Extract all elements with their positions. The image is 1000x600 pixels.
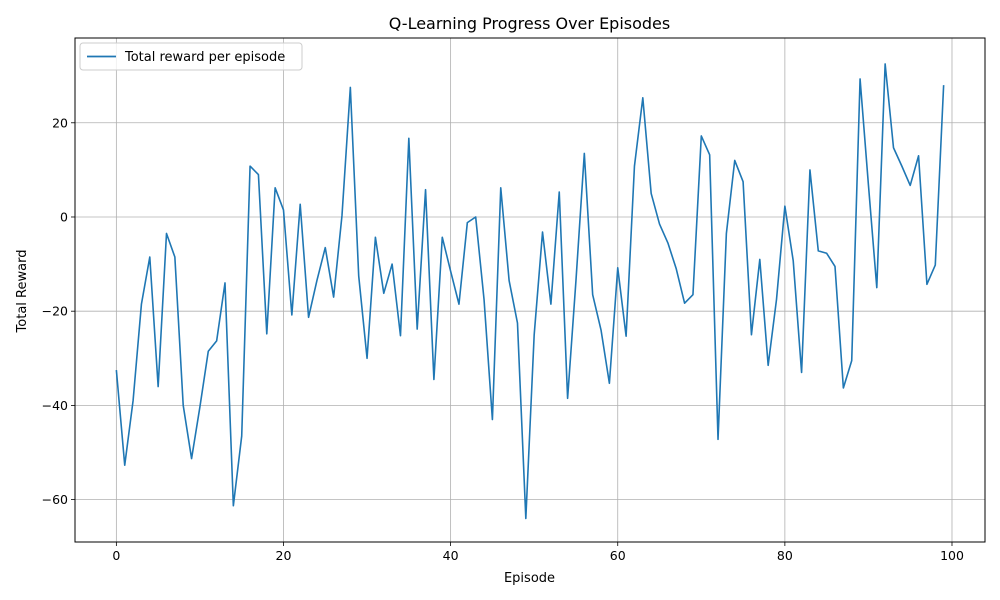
y-tick-label: −40	[42, 398, 68, 413]
x-tick-label: 40	[443, 548, 459, 563]
x-axis-ticks: 0 20 40 60 80 100	[112, 542, 964, 563]
x-tick-label: 60	[610, 548, 626, 563]
y-tick-label: −20	[42, 304, 68, 319]
x-tick-label: 100	[940, 548, 964, 563]
legend: Total reward per episode	[79, 42, 303, 71]
grid	[75, 38, 985, 542]
y-tick-label: 0	[60, 209, 68, 224]
legend-box	[79, 42, 303, 71]
x-axis-label: Episode	[504, 571, 555, 586]
x-tick-label: 0	[112, 548, 120, 563]
legend-entry-label: Total reward per episode	[124, 50, 285, 65]
plot-frame	[74, 37, 986, 543]
y-tick-label: −60	[42, 492, 68, 507]
x-tick-label: 20	[276, 548, 292, 563]
x-tick-label: 80	[777, 548, 793, 563]
chart-title: Q-Learning Progress Over Episodes	[389, 14, 670, 33]
y-tick-label: 20	[52, 115, 68, 130]
y-axis-label: Total Reward	[15, 250, 30, 334]
y-axis-ticks: −60 −40 −20 0 20	[42, 115, 75, 507]
series-line-0	[115, 63, 945, 520]
series-layer	[115, 63, 945, 520]
